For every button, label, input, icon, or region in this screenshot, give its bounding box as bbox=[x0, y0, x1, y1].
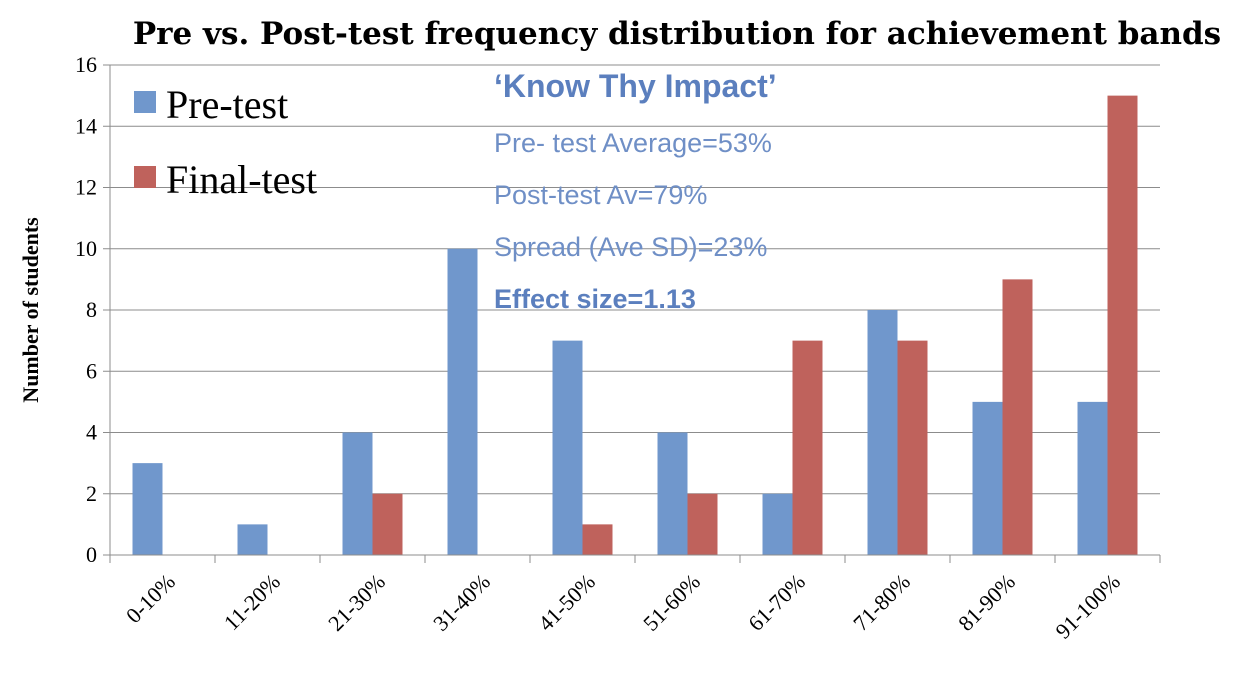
bar-final-test bbox=[897, 340, 928, 555]
bar-pre-test bbox=[447, 248, 478, 555]
bar-final-test bbox=[1002, 279, 1033, 555]
bar-final-test bbox=[372, 493, 403, 555]
axes bbox=[109, 65, 1161, 563]
bar-pre-test bbox=[132, 463, 163, 555]
x-tick-label: 61-70% bbox=[743, 569, 810, 636]
x-tick-label: 31-40% bbox=[428, 569, 495, 636]
legend-label-pre-test: Pre-test bbox=[166, 82, 288, 127]
legend-label-final-test: Final-test bbox=[166, 157, 317, 202]
y-tick-label: 0 bbox=[86, 542, 97, 567]
annotation-box: ‘Know Thy Impact’ Pre- test Average=53% … bbox=[494, 68, 777, 314]
grid-lines bbox=[103, 64, 1160, 556]
bar-final-test bbox=[582, 524, 613, 555]
bar-pre-test bbox=[552, 340, 583, 555]
y-tick-label: 10 bbox=[75, 236, 97, 261]
x-tick-label: 81-90% bbox=[953, 569, 1020, 636]
bars bbox=[132, 95, 1138, 555]
bar-final-test bbox=[1107, 95, 1138, 555]
legend-swatch-final-test bbox=[134, 166, 156, 188]
chart-title: Pre vs. Post-test frequency distribution… bbox=[133, 16, 1221, 52]
legend-swatch-pre-test bbox=[134, 91, 156, 113]
x-tick-labels: 0-10% 11-20% 21-30% 31-40% 41-50% 51-60% 61-70… bbox=[121, 569, 1125, 644]
y-tick-label: 16 bbox=[75, 52, 97, 77]
x-tick-label: 41-50% bbox=[533, 569, 600, 636]
y-tick-label: 12 bbox=[75, 175, 97, 200]
bar-pre-test bbox=[867, 310, 898, 555]
bar-pre-test bbox=[972, 401, 1003, 555]
bar-pre-test bbox=[657, 432, 688, 555]
bar-pre-test bbox=[762, 493, 793, 555]
annotation-spread: Spread (Ave SD)=23% bbox=[494, 232, 767, 262]
annotation-heading: ‘Know Thy Impact’ bbox=[494, 68, 777, 104]
bar-pre-test bbox=[1077, 401, 1108, 555]
legend: Pre-test Final-test bbox=[134, 82, 317, 202]
y-tick-label: 8 bbox=[86, 297, 97, 322]
annotation-post-average: Post-test Av=79% bbox=[494, 180, 707, 210]
y-tick-labels: 0 2 4 6 8 10 12 14 16 bbox=[75, 52, 97, 567]
x-tick-label: 0-10% bbox=[121, 569, 180, 628]
bar-pre-test bbox=[342, 432, 373, 555]
y-tick-label: 2 bbox=[86, 481, 97, 506]
x-tick-label: 71-80% bbox=[848, 569, 915, 636]
x-tick-label: 11-20% bbox=[219, 569, 285, 635]
y-tick-label: 14 bbox=[75, 113, 97, 138]
x-tick-label: 51-60% bbox=[638, 569, 705, 636]
x-tick-label: 91-100% bbox=[1050, 569, 1125, 644]
x-tick-label: 21-30% bbox=[323, 569, 390, 636]
annotation-effect-size: Effect size=1.13 bbox=[494, 284, 696, 314]
bar-pre-test bbox=[237, 524, 268, 555]
y-axis-label: Number of students bbox=[18, 217, 43, 403]
bar-final-test bbox=[792, 340, 823, 555]
y-tick-label: 4 bbox=[86, 420, 97, 445]
annotation-pre-average: Pre- test Average=53% bbox=[494, 128, 772, 158]
y-tick-label: 6 bbox=[86, 358, 97, 383]
bar-final-test bbox=[687, 493, 718, 555]
